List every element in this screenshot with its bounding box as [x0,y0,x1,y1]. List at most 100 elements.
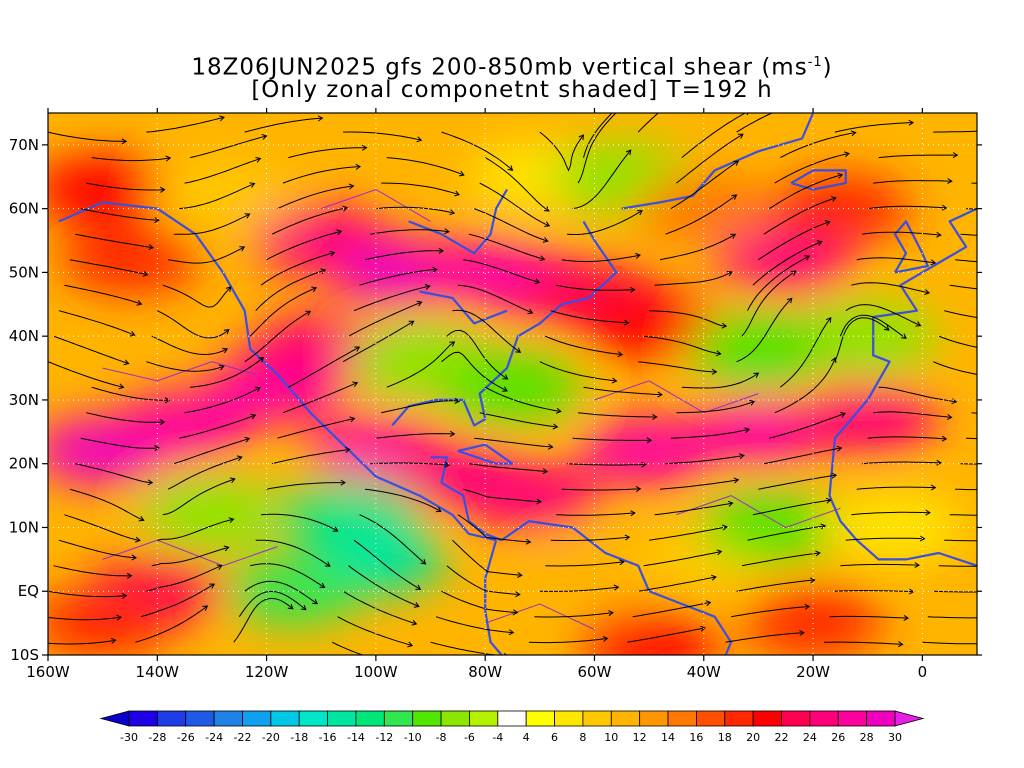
streamline-arrow [244,213,251,219]
streamline-arrow [219,115,225,122]
streamline [58,310,135,336]
streamline-arrow [914,562,920,569]
streamline-arrow [525,538,532,545]
streamline-arrow [340,479,346,486]
streamline-arrow [646,437,653,444]
streamline [80,208,159,221]
streamline [736,297,793,363]
streamline-arrow [438,247,445,254]
streamline [375,433,455,439]
streamline-arrow [413,602,420,608]
streamline-arrow [637,210,643,216]
streamline [359,514,426,565]
streamline-arrow [138,515,145,522]
streamline-arrow [997,641,1001,646]
streamline-arrow [824,220,831,226]
shear-region [59,225,200,294]
streamline [146,361,224,372]
streamline [976,387,977,388]
streamline-arrow [1008,127,1012,132]
lat-tick-label: 70N [9,136,39,154]
streamline-arrow [722,524,728,531]
streamline-arrow [424,284,431,290]
colorbar-label: -14 [347,731,365,744]
streamline [179,414,256,439]
streamline [758,221,830,261]
streamline [856,257,936,264]
colorbar-under-triangle [99,710,130,727]
streamline [867,205,947,210]
streamline [271,207,348,235]
streamline-arrow [544,221,551,227]
streamline-arrow [349,416,356,423]
streamline-arrow [883,325,890,331]
streamline-arrow [222,347,229,354]
streamline-arrow [415,584,422,590]
streamline-arrow [947,178,953,185]
streamline [441,131,513,171]
shear-region [141,480,282,549]
streamline [933,590,977,593]
streamline [146,565,222,592]
colorbar-label: 30 [888,731,902,744]
streamline [971,412,977,414]
streamline [632,601,711,618]
streamline-arrow [825,317,832,323]
streamline [282,166,361,184]
streamline-arrow [739,453,745,460]
streamline-arrow [507,165,514,171]
title-line-2: [Only zonal componetnt shaded] T=192 h [251,77,773,103]
coastline [621,113,815,210]
streamline [184,158,261,184]
streamline [238,590,307,617]
streamline [545,335,623,356]
streamline [763,447,842,465]
streamline [430,641,500,655]
streamline-arrow [118,383,125,390]
streamline-arrow [312,598,318,605]
streamline [255,539,331,567]
streamline-arrow [332,526,339,532]
lat-tick-label: 40N [9,327,39,345]
colorbar-swatch [696,710,726,727]
streamline-arrow [936,459,942,466]
streamline-arrow [454,397,461,404]
streamline [91,157,171,162]
colorbar-swatch [412,710,442,727]
streamline [271,448,350,465]
colorbar-swatch [156,710,187,727]
streamline-arrow [830,196,837,202]
streamline-arrow [786,297,793,304]
colorbar-label: 24 [803,731,817,744]
streamline [266,482,345,490]
streamline-arrow [1006,375,1010,380]
streamline-arrow [319,582,326,589]
streamline [474,437,553,448]
streamline [288,147,367,159]
streamline-arrow [611,377,618,384]
streamline-arrow [361,144,368,151]
streamline [550,310,629,324]
streamline [48,639,116,645]
streamline [173,213,250,235]
streamline [840,563,920,567]
streamline [446,329,508,380]
streamline [643,551,722,567]
streamline [933,130,977,133]
streamline [64,514,140,541]
shear-region [743,589,884,655]
streamline [452,309,521,353]
streamline [659,479,739,490]
streamline [146,116,225,133]
streamline-arrow [527,308,534,315]
colorbar-label: 6 [551,731,558,744]
colorbar-swatch [837,710,868,727]
shear-region [688,314,829,383]
colorbar-swatch [667,710,697,727]
streamline [370,229,449,235]
streamline-arrow [737,133,744,139]
streamline [255,269,326,312]
streamline [260,252,335,286]
streamline-arrow [635,252,641,259]
shear-region [579,289,720,358]
